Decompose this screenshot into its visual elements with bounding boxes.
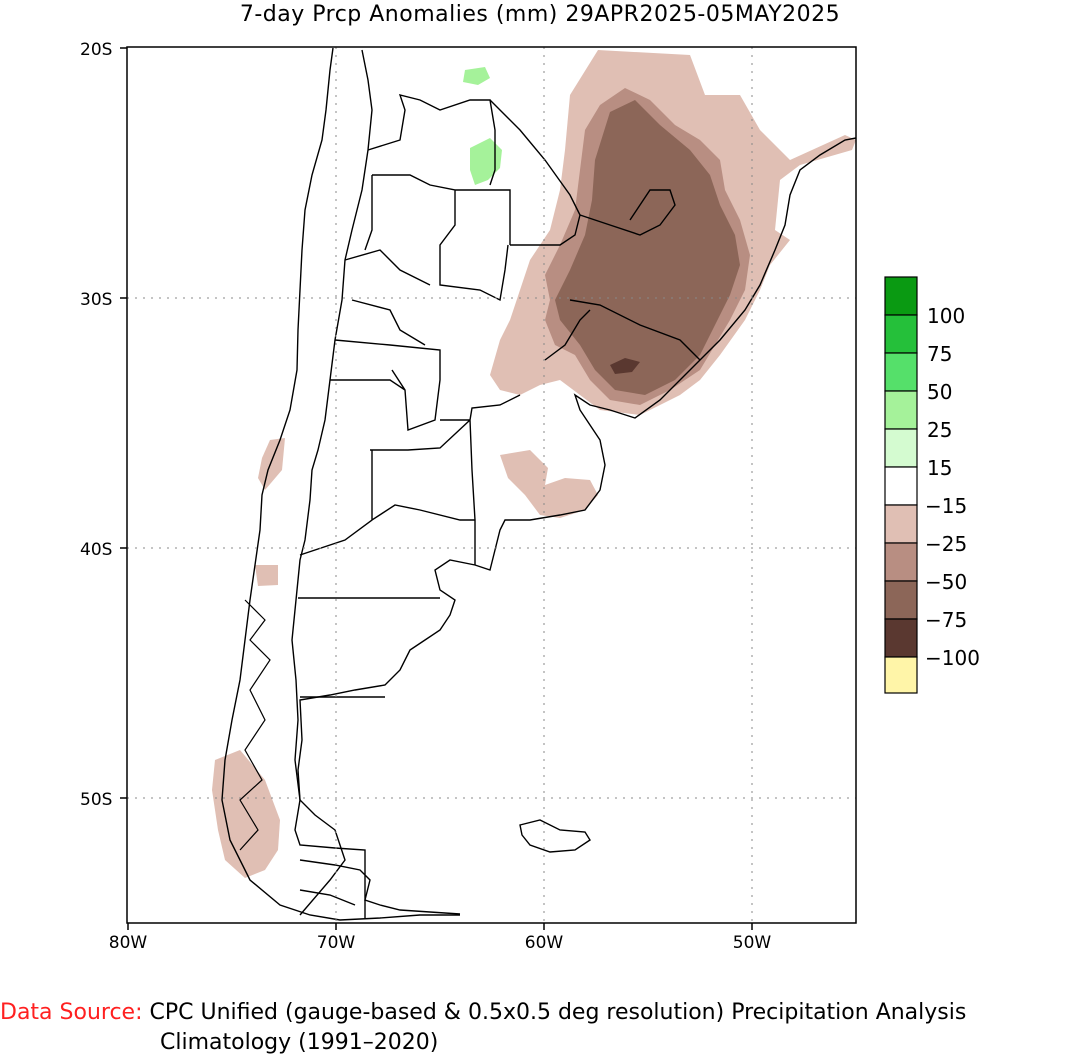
legend-label-minus25: −25: [925, 532, 967, 556]
legend-swatch-3: [884, 390, 918, 430]
border-paraguay: [489, 99, 581, 246]
legend-swatch-0: [884, 276, 918, 316]
coastline-west: [221, 47, 460, 921]
falkland-islands: [519, 819, 591, 853]
legend-swatch-10: [884, 656, 918, 694]
legend-swatch-1: [884, 314, 918, 354]
lon-label-70w: 70W: [317, 933, 356, 953]
legend-label-50: 50: [927, 380, 952, 404]
data-source-text: CPC Unified (gauge-based & 0.5x0.5 deg r…: [149, 1000, 967, 1025]
map-title: 7-day Prcp Anomalies (mm) 29APR2025-05MA…: [239, 2, 841, 27]
anomaly-zone-plus15-a: [463, 67, 490, 85]
legend-labels: 100 75 50 25 15 −15 −25 −50 −75 −100: [925, 304, 980, 670]
legend-colorbar: [884, 276, 918, 694]
legend-label-minus75: −75: [925, 608, 967, 632]
legend-label-75: 75: [927, 342, 952, 366]
tierra-del-fuego: [299, 859, 461, 915]
legend-label-minus50: −50: [925, 570, 967, 594]
anomaly-zone-minus75: [610, 358, 640, 374]
coastline-east: [297, 137, 856, 916]
map-frame: [126, 46, 857, 924]
legend-swatch-8: [884, 580, 918, 620]
border-uruguay: [544, 299, 701, 361]
border-bolivia: [367, 94, 496, 186]
anomaly-zone-minus15-south: [500, 450, 598, 518]
legend-swatch-9: [884, 618, 918, 658]
lat-label-50s: 50S: [80, 790, 112, 810]
map-content: [127, 47, 856, 923]
anomaly-zone-minus50: [555, 100, 740, 395]
chile-archipelago: [239, 599, 271, 851]
province-lines: [298, 174, 521, 698]
legend-swatch-7: [884, 542, 918, 582]
legend-label-25: 25: [927, 418, 952, 442]
anomaly-zone-minus15-chile-b: [255, 565, 278, 586]
anomaly-zone-minus15-patagonia: [212, 750, 280, 878]
boundaries: [221, 47, 856, 921]
legend-label-100: 100: [927, 304, 965, 328]
anomaly-zone-minus15-chile-a: [258, 438, 285, 490]
tick-marks: [120, 47, 753, 930]
climatology-text: Climatology (1991–2020): [160, 1030, 439, 1055]
legend-swatch-4: [884, 428, 918, 468]
graticule: [127, 47, 856, 923]
lon-label-50w: 50W: [733, 933, 772, 953]
border-brazil-argentina: [579, 189, 676, 236]
footer: Data Source: CPC Unified (gauge-based & …: [0, 998, 967, 1055]
border-chile-argentina: [291, 49, 373, 918]
lat-label-40s: 40S: [80, 540, 112, 560]
legend-swatch-6: [884, 504, 918, 544]
legend-label-minus100: −100: [925, 646, 980, 670]
data-source-label: Data Source:: [0, 1000, 143, 1025]
map-svg: 20S 30S 40S 50S 80W 70W 60W 50W 100 75 5…: [80, 40, 980, 953]
lon-label-80w: 80W: [109, 933, 148, 953]
legend-label-minus15: −15: [925, 494, 967, 518]
legend-label-15: 15: [927, 456, 952, 480]
legend-swatch-5: [884, 466, 918, 506]
legend-swatch-2: [884, 352, 918, 392]
lat-label-30s: 30S: [80, 290, 112, 310]
lat-label-20s: 20S: [80, 40, 112, 60]
lon-label-60w: 60W: [525, 933, 564, 953]
